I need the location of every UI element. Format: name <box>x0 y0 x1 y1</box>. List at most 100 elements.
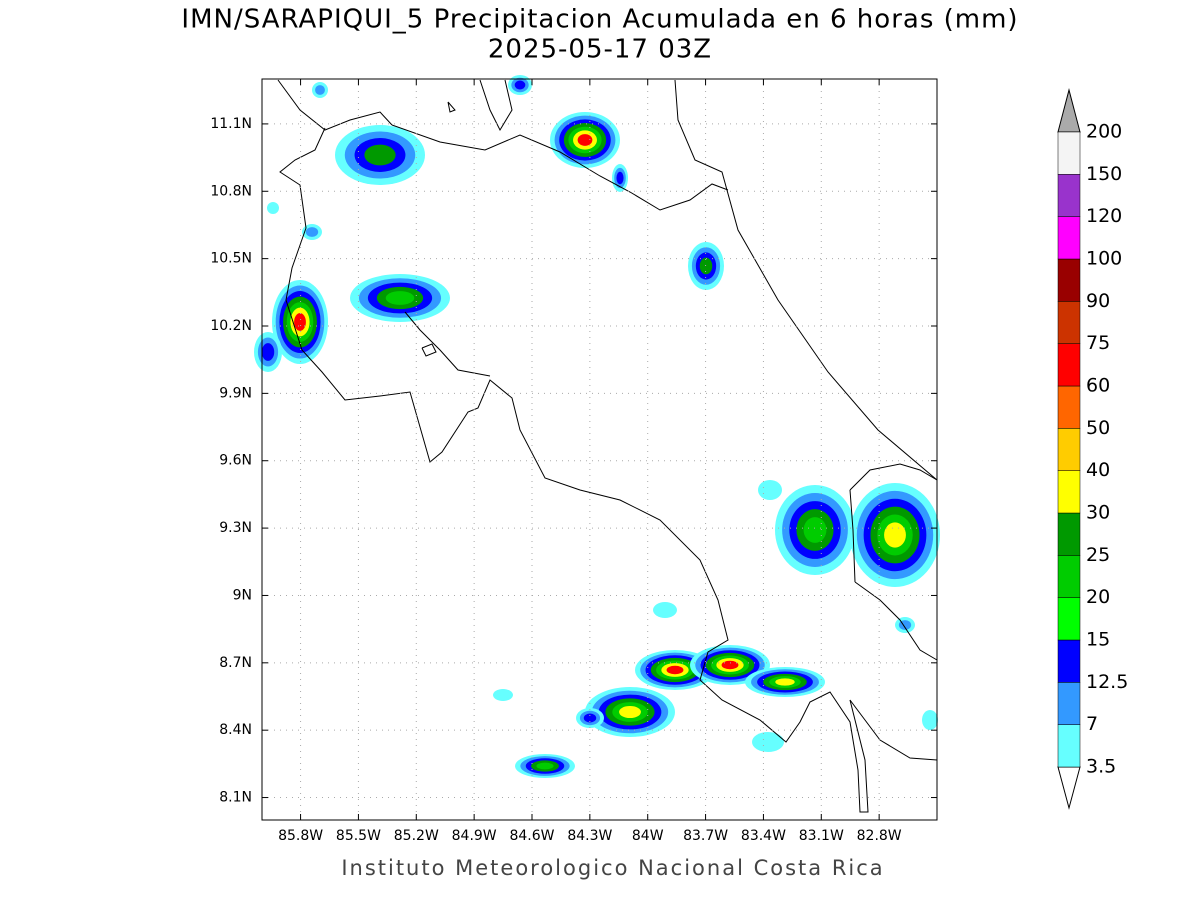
coastline <box>849 463 938 491</box>
rain-cell <box>884 522 906 548</box>
colorbar-under <box>1057 766 1081 810</box>
rain-cell <box>721 660 739 670</box>
colorbar-box <box>1057 597 1081 641</box>
rain-cell <box>616 171 624 185</box>
x-tick-label: 83.4W <box>741 828 786 844</box>
y-tick-label: 11.1N <box>210 116 252 132</box>
colorbar-box <box>1057 131 1081 175</box>
rain-cell <box>666 665 684 675</box>
y-tick-label: 8.7N <box>219 655 252 671</box>
x-tick-label: 85.5W <box>336 828 381 844</box>
y-tick-label: 9.9N <box>219 385 252 401</box>
colorbar-label: 120 <box>1086 205 1122 227</box>
rain-cell <box>514 80 526 90</box>
colorbar-label: 75 <box>1086 332 1110 354</box>
map-area <box>254 75 940 821</box>
rain-cell <box>305 227 319 237</box>
colorbar-box <box>1057 216 1081 260</box>
y-tick-label: 9.6N <box>219 453 252 469</box>
y-tick-label: 9N <box>233 587 252 603</box>
rain-cell <box>803 517 827 543</box>
y-tick-label: 8.1N <box>219 790 252 806</box>
colorbar-label: 40 <box>1086 459 1110 481</box>
colorbar-label: 200 <box>1086 121 1122 143</box>
colorbar: 3.5 7 12.5 15 20 25 30 40 50 60 75 90 100 120 150 200 <box>1057 88 1128 810</box>
coastline <box>854 581 938 661</box>
rain-cell <box>536 762 554 770</box>
rain-cell <box>364 144 396 166</box>
colorbar-box <box>1057 428 1081 471</box>
colorbar-label: 20 <box>1086 586 1110 608</box>
colorbar-label: 150 <box>1086 163 1122 185</box>
rain-cell <box>385 291 415 305</box>
y-tick-label: 10.8N <box>210 183 252 199</box>
rain-cell <box>922 710 938 730</box>
map-frame <box>261 78 938 821</box>
rain-cell <box>653 602 677 618</box>
colorbar-over <box>1057 88 1081 133</box>
colorbar-box <box>1057 258 1081 302</box>
colorbar-label: 50 <box>1086 417 1110 439</box>
border <box>849 489 856 583</box>
x-tick-label: 85.2W <box>394 828 439 844</box>
x-tick-label: 84W <box>632 828 664 844</box>
precipitation-field <box>254 75 940 778</box>
colorbar-box <box>1057 385 1081 429</box>
x-tick-label: 84.3W <box>567 828 612 844</box>
colorbar-label: 3.5 <box>1086 756 1116 778</box>
x-tick-label: 85.8W <box>278 828 323 844</box>
rain-cell <box>619 705 641 719</box>
y-tick-label: 10.5N <box>210 251 252 267</box>
coastline <box>277 79 393 131</box>
colorbar-box <box>1057 682 1081 725</box>
colorbar-label: 7 <box>1086 713 1098 735</box>
x-tick-label: 83.1W <box>799 828 844 844</box>
rain-cell <box>294 313 306 331</box>
y-tick-label: 9.3N <box>219 520 252 536</box>
axis-labels: 85.8W 85.5W 85.2W 84.9W 84.6W 84.3W 84W 83.7W 83… <box>210 116 901 844</box>
coastline <box>674 79 938 481</box>
x-tick-label: 82.8W <box>857 828 902 844</box>
coastline <box>479 79 513 132</box>
coastline <box>447 101 456 113</box>
footer-credit: Instituto Meteorologico Nacional Costa R… <box>341 856 884 880</box>
coastline <box>279 127 869 813</box>
x-tick-label: 84.9W <box>452 828 497 844</box>
y-tick-label: 10.2N <box>210 318 252 334</box>
x-tick-label: 84.6W <box>509 828 554 844</box>
coastlines <box>277 79 938 813</box>
rain-cell <box>315 85 325 95</box>
rain-cell <box>758 480 782 500</box>
colorbar-box <box>1057 639 1081 683</box>
colorbar-label: 60 <box>1086 375 1110 397</box>
colorbar-box <box>1057 343 1081 387</box>
colorbar-box <box>1057 174 1081 217</box>
border <box>391 124 729 211</box>
map-title: IMN/SARAPIQUI_5 Precipitacion Acumulada … <box>181 5 1018 35</box>
colorbar-box <box>1057 555 1081 598</box>
rain-cell <box>261 343 275 361</box>
colorbar-label: 15 <box>1086 629 1110 651</box>
rain-cell <box>493 689 513 701</box>
x-tick-label: 83.7W <box>683 828 728 844</box>
y-tick-label: 8.4N <box>219 722 252 738</box>
rain-cell <box>577 134 593 146</box>
colorbar-label: 12.5 <box>1086 671 1128 693</box>
rain-cell <box>583 713 597 723</box>
colorbar-label: 100 <box>1086 248 1122 270</box>
colorbar-label: 25 <box>1086 544 1110 566</box>
graticule <box>262 79 937 820</box>
colorbar-box <box>1057 301 1081 344</box>
colorbar-box <box>1057 724 1081 768</box>
colorbar-label: 90 <box>1086 290 1110 312</box>
coastline <box>849 699 938 761</box>
colorbar-label: 30 <box>1086 502 1110 524</box>
rain-cell <box>775 678 795 686</box>
coastline <box>421 343 437 357</box>
map-subtitle: 2025-05-17 03Z <box>488 35 712 65</box>
rain-cell <box>752 732 784 752</box>
coastline <box>404 311 491 377</box>
rain-cell <box>267 202 279 214</box>
colorbar-box <box>1057 470 1081 514</box>
